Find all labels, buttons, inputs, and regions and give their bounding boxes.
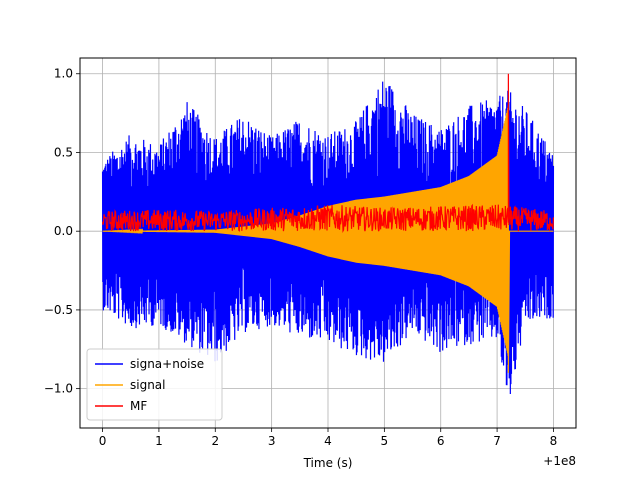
x-tick-label: 8 (550, 434, 558, 448)
legend-box (86, 348, 223, 421)
series-mf-line (101, 73, 555, 233)
plot-area (101, 73, 555, 394)
legend-label-signal: signal (130, 378, 166, 392)
y-tick-label: 0.0 (54, 224, 73, 238)
x-axis: 0 1 2 3 4 5 6 7 8 (99, 428, 558, 448)
y-tick-label: 1.0 (54, 67, 73, 81)
y-tick-label: 0.5 (54, 145, 73, 159)
y-tick-label: −1.0 (44, 382, 73, 396)
x-axis-label: Time (s) (303, 456, 353, 470)
x-tick-label: 5 (381, 434, 389, 448)
x-tick-label: 6 (437, 434, 445, 448)
x-tick-label: 7 (493, 434, 501, 448)
legend: signa+noise signal MF (86, 348, 223, 421)
x-tick-label: 4 (324, 434, 332, 448)
x-tick-label: 1 (155, 434, 163, 448)
x-offset-label: +1e8 (543, 454, 576, 468)
x-tick-label: 3 (268, 434, 276, 448)
series-signal-line (102, 105, 554, 373)
y-tick-label: −0.5 (44, 303, 73, 317)
y-axis: −1.0 −0.5 0.0 0.5 1.0 (44, 67, 80, 396)
legend-label-signal-noise: signa+noise (130, 357, 204, 371)
x-tick-label: 2 (211, 434, 219, 448)
x-tick-label: 0 (99, 434, 107, 448)
legend-label-mf: MF (130, 399, 147, 413)
